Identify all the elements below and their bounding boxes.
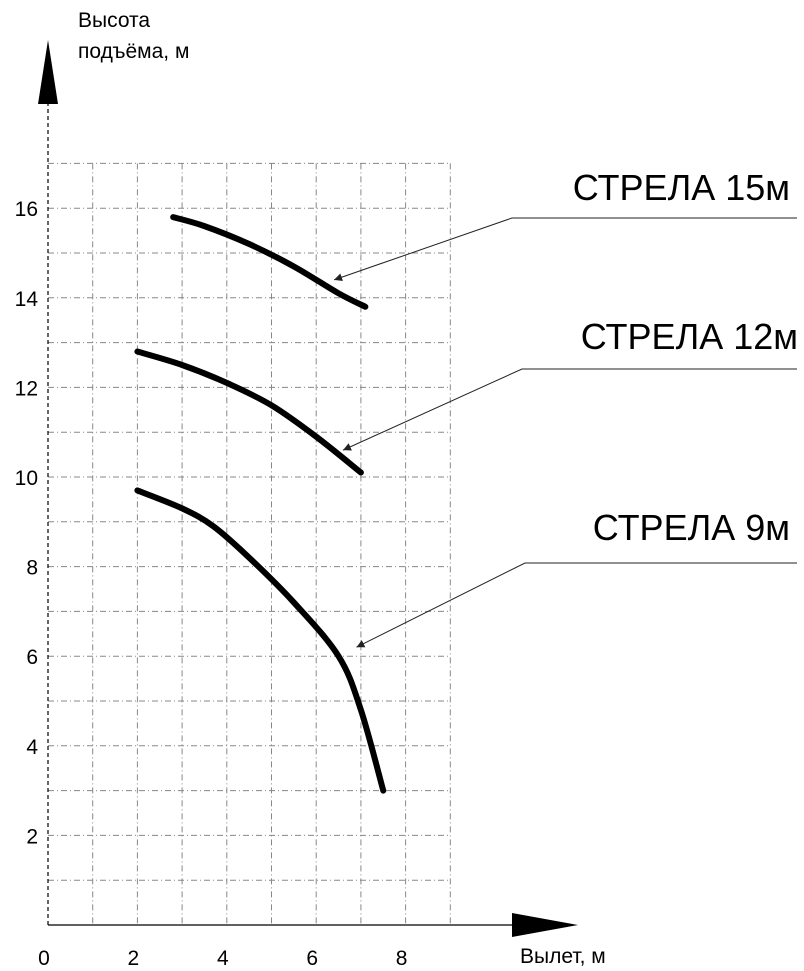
series-line-2	[134, 348, 364, 476]
series-leader-line	[333, 217, 797, 282]
series-line-1	[170, 214, 369, 310]
y-tick-labels: 2 4 6 8 10 12 14 16	[15, 198, 39, 848]
y-tick-label: 4	[26, 736, 38, 759]
series-leader-line	[342, 368, 797, 451]
y-tick-label: 16	[15, 198, 38, 221]
x-tick-label: 8	[396, 947, 408, 970]
series-label: СТРЕЛА 9м	[593, 507, 790, 548]
x-tick-label: 2	[128, 947, 140, 970]
x-tick-label: 6	[306, 947, 318, 970]
y-axis-arrow	[38, 40, 58, 104]
y-tick-label: 10	[15, 467, 38, 490]
series-leader-line	[356, 562, 797, 648]
series-curves	[134, 214, 387, 794]
y-tick-label: 12	[15, 377, 38, 400]
x-axis-arrow	[512, 913, 578, 937]
series-line-3	[134, 487, 387, 794]
axes	[38, 40, 578, 937]
series-label: СТРЕЛА 12м	[581, 316, 798, 357]
y-tick-label: 8	[26, 557, 38, 580]
x-tick-label: 4	[217, 947, 229, 970]
y-axis-title-line2: подъёма, м	[78, 40, 189, 63]
series-labels: СТРЕЛА 15м СТРЕЛА 12м СТРЕЛА 9м	[333, 167, 798, 648]
y-tick-label: 6	[26, 646, 38, 669]
plot-grid	[48, 162, 451, 925]
y-axis-title-line1: Высота	[78, 9, 150, 32]
series-label: СТРЕЛА 15м	[573, 167, 790, 208]
x-tick-labels: 0 2 4 6 8	[38, 947, 407, 970]
y-tick-label: 14	[15, 288, 39, 311]
y-tick-label: 2	[26, 825, 38, 848]
x-tick-label: 0	[38, 947, 50, 970]
x-axis-title: Вылет, м	[520, 945, 606, 968]
